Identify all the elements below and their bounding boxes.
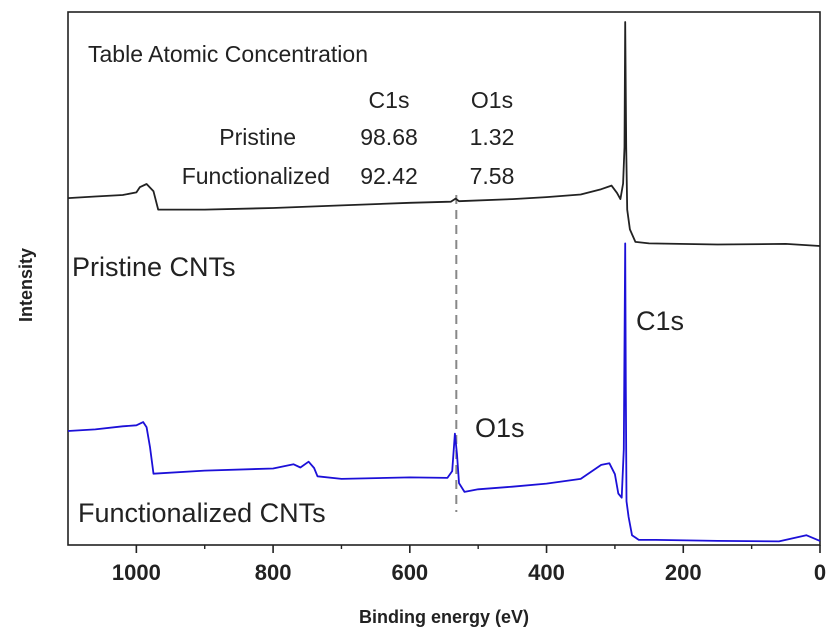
label-c1s-peak: C1s	[636, 306, 684, 336]
x-tick-label-600: 600	[391, 560, 428, 585]
series-pristine-cnts-line	[67, 21, 821, 247]
inset-table-row-label-functionalized: Functionalized	[182, 163, 330, 189]
label-functionalized-cnts: Functionalized CNTs	[78, 498, 326, 528]
x-axis-ticks: 1000 800 600 400 200 0	[112, 545, 826, 585]
x-tick-label-800: 800	[255, 560, 292, 585]
inset-table-title: Table Atomic Concentration	[88, 41, 368, 67]
plot-frame	[67, 11, 821, 546]
label-o1s-peak: O1s	[475, 413, 525, 443]
x-tick-label-1000: 1000	[112, 560, 161, 585]
x-tick-label-0: 0	[814, 560, 826, 585]
y-axis-title: Intensity	[16, 248, 36, 322]
inset-table-cell-pristine-o1s: 1.32	[470, 124, 515, 150]
x-axis-title: Binding energy (eV)	[359, 607, 529, 627]
inset-table-cell-functionalized-o1s: 7.58	[470, 163, 515, 189]
inset-table-col-o1s: O1s	[471, 87, 513, 113]
inset-table-row-label-pristine: Pristine	[219, 124, 296, 150]
inset-table-cell-functionalized-c1s: 92.42	[360, 163, 418, 189]
x-tick-label-400: 400	[528, 560, 565, 585]
label-pristine-cnts: Pristine CNTs	[72, 252, 236, 282]
inset-table-cell-pristine-c1s: 98.68	[360, 124, 418, 150]
series-functionalized-cnts-line	[67, 242, 821, 543]
x-tick-label-200: 200	[665, 560, 702, 585]
inset-table-col-c1s: C1s	[369, 87, 410, 113]
